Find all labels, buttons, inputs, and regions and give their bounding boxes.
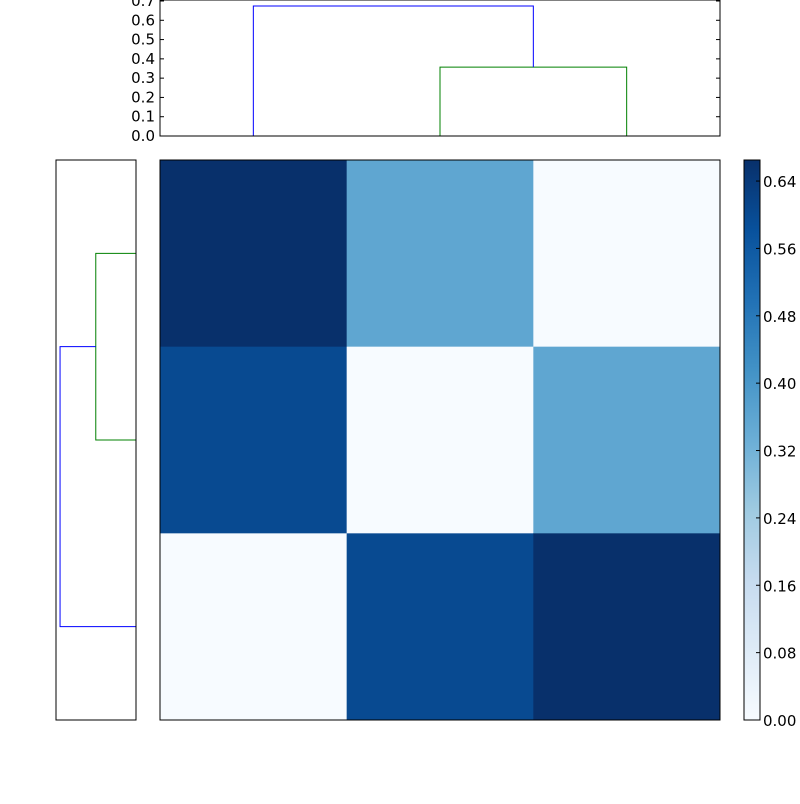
y-tick-label: 0.7 xyxy=(131,0,155,10)
heatmap xyxy=(159,159,721,721)
heatmap-cell xyxy=(533,160,721,348)
colorbar-tick-label: 0.40 xyxy=(763,375,796,393)
colorbar: 0.00 0.08 0.16 0.24 0.32 0.40 0.48 0.56 0.64 xyxy=(743,159,796,730)
dendrogram-link xyxy=(59,346,136,628)
y-tick-label: 0.2 xyxy=(131,88,155,106)
y-tick-label: 0.6 xyxy=(131,11,155,29)
axes-frame xyxy=(159,0,721,137)
y-tick-label: 0.4 xyxy=(131,50,155,68)
colorbar-gradient xyxy=(743,159,761,721)
colorbar-tick-label: 0.16 xyxy=(763,577,796,595)
heatmap-cell xyxy=(346,533,534,721)
axes-frame xyxy=(55,159,137,721)
y-tick-label: 0.1 xyxy=(131,108,155,126)
dendrogram-link xyxy=(439,66,628,136)
heatmap-cell xyxy=(346,160,534,348)
axes-frame xyxy=(159,159,721,721)
heatmap-cell xyxy=(533,346,721,534)
heatmap-cell xyxy=(346,346,534,534)
colorbar-tick-label: 0.00 xyxy=(763,712,796,730)
colorbar-tick-label: 0.32 xyxy=(763,443,796,461)
heatmap-cell xyxy=(160,346,348,534)
top-dendrogram: 0.00.1 0.20.30.40.5 0.60.7 xyxy=(131,0,721,145)
colorbar-tick-label: 0.08 xyxy=(763,645,796,663)
dendrogram-link xyxy=(95,252,136,441)
heatmap-cell xyxy=(160,160,348,348)
dendrogram-link xyxy=(252,5,534,136)
colorbar-tick-label: 0.56 xyxy=(763,240,796,258)
colorbar-tick-label: 0.24 xyxy=(763,510,796,528)
colorbar-tick-label: 0.48 xyxy=(763,308,796,326)
colorbar-tick-label: 0.64 xyxy=(763,173,796,191)
y-tick-label: 0.5 xyxy=(131,31,155,49)
left-dendrogram xyxy=(55,159,137,721)
heatmap-cell xyxy=(533,533,721,721)
heatmap-cell xyxy=(160,533,348,721)
y-tick-label: 0.0 xyxy=(131,127,155,145)
y-tick-label: 0.3 xyxy=(131,69,155,87)
